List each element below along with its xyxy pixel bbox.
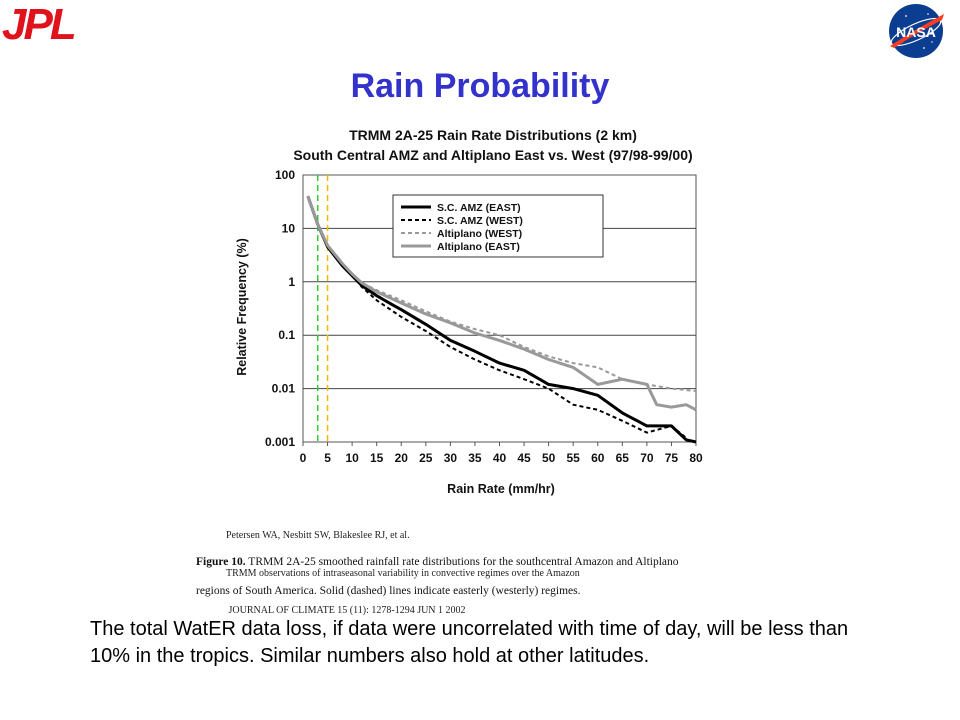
nasa-vector-icon (890, 14, 944, 48)
x-tick-label: 0 (300, 451, 307, 465)
chart-title: TRMM 2A-25 Rain Rate Distributions (2 km… (349, 127, 637, 143)
y-tick-label: 10 (282, 221, 296, 235)
x-tick-label: 40 (493, 451, 507, 465)
x-tick-label: 45 (517, 451, 531, 465)
slide-title: Rain Probability (350, 67, 610, 105)
figure-label: Figure 10. (196, 556, 246, 568)
legend-label: S.C. AMZ (EAST) (437, 202, 521, 214)
x-axis-label: Rain Rate (mm/hr) (447, 482, 555, 496)
legend-label: S.C. AMZ (WEST) (437, 215, 523, 227)
y-tick-label: 0.1 (278, 328, 295, 342)
x-tick-label: 5 (324, 451, 331, 465)
jpl-logo-text: JPL (2, 0, 77, 49)
jpl-logo: JPL (2, 2, 120, 48)
citation-authors: Petersen WA, Nesbitt SW, Blakeslee RJ, e… (226, 530, 410, 541)
x-tick-label: 25 (419, 451, 433, 465)
slide-body-text: The total WatER data loss, if data were … (90, 618, 849, 667)
x-tick-label: 75 (665, 451, 679, 465)
x-tick-label: 80 (689, 451, 703, 465)
x-tick-label: 10 (345, 451, 359, 465)
x-tick-label: 15 (370, 451, 384, 465)
legend-label: Altiplano (EAST) (437, 241, 520, 253)
figure-caption-line-1: Figure 10. TRMM 2A-25 smoothed rainfall … (196, 555, 796, 569)
y-tick-label: 1 (288, 275, 295, 289)
x-tick-label: 50 (542, 451, 556, 465)
series-line (306, 195, 697, 412)
x-tick-label: 30 (444, 451, 458, 465)
x-tick-label: 65 (616, 451, 630, 465)
rain-rate-chart: TRMM 2A-25 Rain Rate Distributions (2 km… (235, 127, 703, 496)
x-tick-label: 35 (468, 451, 482, 465)
y-axis-label: Relative Frequency (%) (235, 238, 249, 376)
citation-journal: JOURNAL OF CLIMATE 15 (11): 1278-1294 JU… (226, 605, 466, 616)
chart-legend: S.C. AMZ (EAST)S.C. AMZ (WEST)Altiplano … (392, 194, 604, 258)
plot-area: 100 10 1 0.1 0.01 0.001 0 5 10 15 20 25 30 35 40 45 50 55… (265, 168, 703, 465)
legend-label: Altiplano (WEST) (437, 228, 522, 240)
x-tick-label: 55 (567, 451, 581, 465)
citation-title: TRMM observations of intraseasonal varia… (226, 567, 580, 579)
y-tick-label: 0.001 (265, 435, 295, 449)
chart-subtitle: South Central AMZ and Altiplano East vs.… (293, 147, 692, 163)
y-tick-label: 100 (275, 168, 295, 182)
figure-caption-line-2: regions of South America. Solid (dashed)… (196, 585, 581, 597)
citation: Petersen WA, Nesbitt SW, Blakeslee RJ, e… (226, 505, 746, 630)
nasa-logo-text: NASA (896, 24, 936, 40)
x-tick-label: 60 (591, 451, 605, 465)
x-tick-label: 20 (395, 451, 409, 465)
nasa-logo: NASA (889, 4, 944, 58)
figure-caption-text-1: TRMM 2A-25 smoothed rainfall rate distri… (245, 556, 679, 568)
x-tick-label: 70 (640, 451, 654, 465)
y-tick-label: 0.01 (272, 382, 296, 396)
